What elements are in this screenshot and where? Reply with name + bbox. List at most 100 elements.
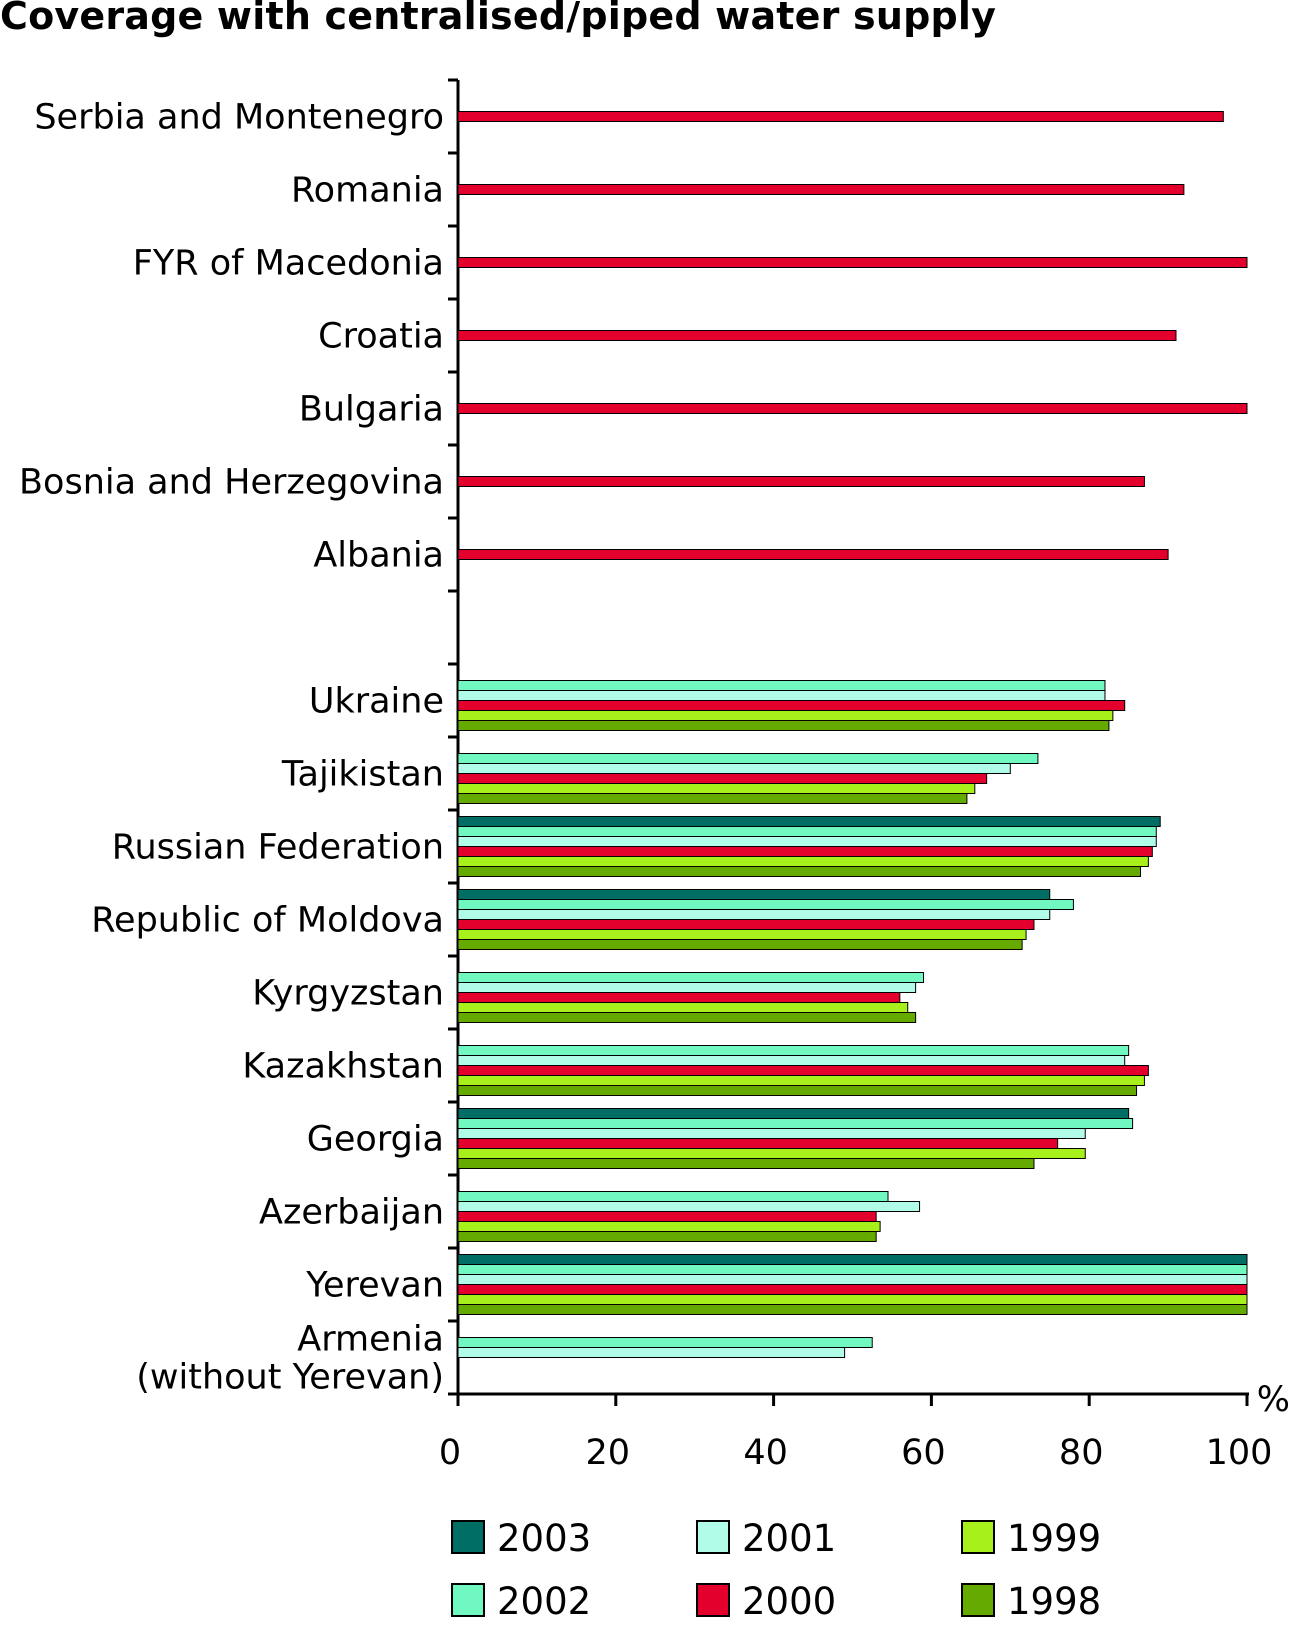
bar-azerbaijan-2001	[457, 1201, 921, 1212]
bar-yerevan-2000	[457, 1284, 1248, 1295]
legend-swatch-2002	[451, 1583, 485, 1617]
category-label-tajikistan: Tajikistan	[281, 755, 444, 795]
bar-georgia-2002	[457, 1118, 1134, 1129]
bar-tajikistan-2002	[457, 753, 1039, 764]
bar-bosnia-and-herzegovina-2000	[457, 476, 1145, 487]
x-tick-label-20: 20	[586, 1433, 631, 1473]
category-label-kyrgyzstan: Kyrgyzstan	[252, 974, 444, 1014]
bar-ukraine-2000	[457, 700, 1126, 711]
x-unit-label: %	[1257, 1380, 1290, 1420]
bar-russian-federation-1999	[457, 856, 1149, 867]
bar-azerbaijan-1999	[457, 1221, 881, 1232]
bar-tajikistan-1999	[457, 783, 976, 794]
category-label-bulgaria: Bulgaria	[299, 390, 444, 430]
category-label-romania: Romania	[291, 171, 444, 211]
bar-republic-of-moldova-2002	[457, 899, 1074, 910]
bar-republic-of-moldova-2003	[457, 889, 1051, 900]
chart-title: Coverage with centralised/piped water su…	[0, 0, 997, 38]
bar-fyr-of-macedonia-2000	[457, 257, 1248, 268]
bar-tajikistan-2000	[457, 773, 988, 784]
bar-tajikistan-1998	[457, 793, 968, 804]
legend-label-2000: 2000	[742, 1580, 836, 1623]
category-label-fyr-of-macedonia: FYR of Macedonia	[133, 244, 444, 284]
category-labels: Serbia and Montenegro Romania FYR of Maced…	[19, 98, 444, 1398]
bars	[457, 111, 1248, 1358]
bar-kyrgyzstan-1999	[457, 1002, 909, 1013]
x-tick-label-40: 40	[743, 1433, 788, 1473]
bar-georgia-2000	[457, 1138, 1059, 1149]
bar-kazakhstan-1998	[457, 1085, 1138, 1096]
legend-swatch-2001	[696, 1520, 730, 1554]
bar-kyrgyzstan-2000	[457, 992, 901, 1003]
bar-albania-2000	[457, 549, 1169, 560]
bar-yerevan-2003	[457, 1254, 1248, 1265]
bar-republic-of-moldova-1998	[457, 939, 1023, 950]
bar-yerevan-2001	[457, 1274, 1248, 1285]
bar-azerbaijan-1998	[457, 1231, 877, 1242]
bar-republic-of-moldova-1999	[457, 929, 1027, 940]
x-tick-label-60: 60	[901, 1433, 946, 1473]
bar-georgia-1998	[457, 1158, 1035, 1169]
bar-azerbaijan-2002	[457, 1191, 889, 1202]
category-label-bosnia-and-herzegovina: Bosnia and Herzegovina	[19, 463, 444, 503]
legend-label-2003: 2003	[497, 1517, 591, 1560]
bar-kyrgyzstan-2001	[457, 982, 917, 993]
bar-ukraine-2002	[457, 680, 1106, 691]
x-tick-label-100: 100	[1206, 1433, 1273, 1473]
category-label-armenia-without-yerevan: Armenia (without Yerevan)	[136, 1320, 444, 1398]
bar-russian-federation-2003	[457, 816, 1161, 827]
legend-swatch-2003	[451, 1520, 485, 1554]
legend-swatch-1999	[961, 1520, 995, 1554]
category-label-serbia-and-montenegro: Serbia and Montenegro	[34, 98, 444, 138]
bar-kazakhstan-2000	[457, 1065, 1149, 1076]
category-label-republic-of-moldova: Republic of Moldova	[91, 901, 444, 941]
category-label-azerbaijan: Azerbaijan	[259, 1193, 444, 1233]
bar-kazakhstan-1999	[457, 1075, 1145, 1086]
bar-yerevan-1998	[457, 1304, 1248, 1315]
bar-russian-federation-1998	[457, 866, 1141, 877]
bar-georgia-2001	[457, 1128, 1086, 1139]
bar-georgia-1999	[457, 1148, 1086, 1159]
bar-croatia-2000	[457, 330, 1177, 341]
bar-russian-federation-2002	[457, 826, 1157, 837]
legend-swatch-2000	[696, 1583, 730, 1617]
legend-label-2001: 2001	[742, 1517, 836, 1560]
category-label-yerevan: Yerevan	[305, 1266, 444, 1306]
bar-serbia-and-montenegro-2000	[457, 111, 1224, 122]
bar-tajikistan-2001	[457, 763, 1011, 774]
bar-azerbaijan-2000	[457, 1211, 877, 1222]
bar-yerevan-1999	[457, 1294, 1248, 1305]
bar-georgia-2003	[457, 1108, 1130, 1119]
bar-russian-federation-2000	[457, 846, 1153, 857]
legend-label-1998: 1998	[1007, 1580, 1101, 1623]
bar-ukraine-1998	[457, 720, 1110, 731]
x-tick-label-80: 80	[1059, 1433, 1104, 1473]
bar-kyrgyzstan-1998	[457, 1012, 917, 1023]
bar-ukraine-1999	[457, 710, 1114, 721]
category-label-kazakhstan: Kazakhstan	[242, 1047, 444, 1087]
category-label-ukraine: Ukraine	[309, 682, 444, 722]
bar-republic-of-moldova-2001	[457, 909, 1051, 920]
category-label-albania: Albania	[313, 536, 444, 576]
category-label-russian-federation: Russian Federation	[112, 828, 444, 868]
x-tick-label-0: 0	[439, 1433, 461, 1473]
bar-kazakhstan-2002	[457, 1045, 1130, 1056]
bar-armenia-without-yerevan-2002	[457, 1337, 873, 1348]
legend-label-2002: 2002	[497, 1580, 591, 1623]
category-label-line: Armenia	[297, 1320, 444, 1360]
axes	[448, 78, 1249, 1406]
bar-yerevan-2002	[457, 1264, 1248, 1275]
bar-romania-2000	[457, 184, 1185, 195]
bar-armenia-without-yerevan-2001	[457, 1347, 846, 1358]
category-label-georgia: Georgia	[307, 1120, 444, 1160]
bar-bulgaria-2000	[457, 403, 1248, 414]
bar-russian-federation-2001	[457, 836, 1157, 847]
x-tick-labels: 0 20 40 60 80 100	[439, 1433, 1273, 1473]
category-label-croatia: Croatia	[318, 317, 444, 357]
legend-label-1999: 1999	[1007, 1517, 1101, 1560]
bar-ukraine-2001	[457, 690, 1106, 701]
legend-swatch-1998	[961, 1583, 995, 1617]
bar-kyrgyzstan-2002	[457, 972, 925, 983]
legend: 2003 2001 1999 2002 2000 1998	[451, 1517, 1101, 1623]
